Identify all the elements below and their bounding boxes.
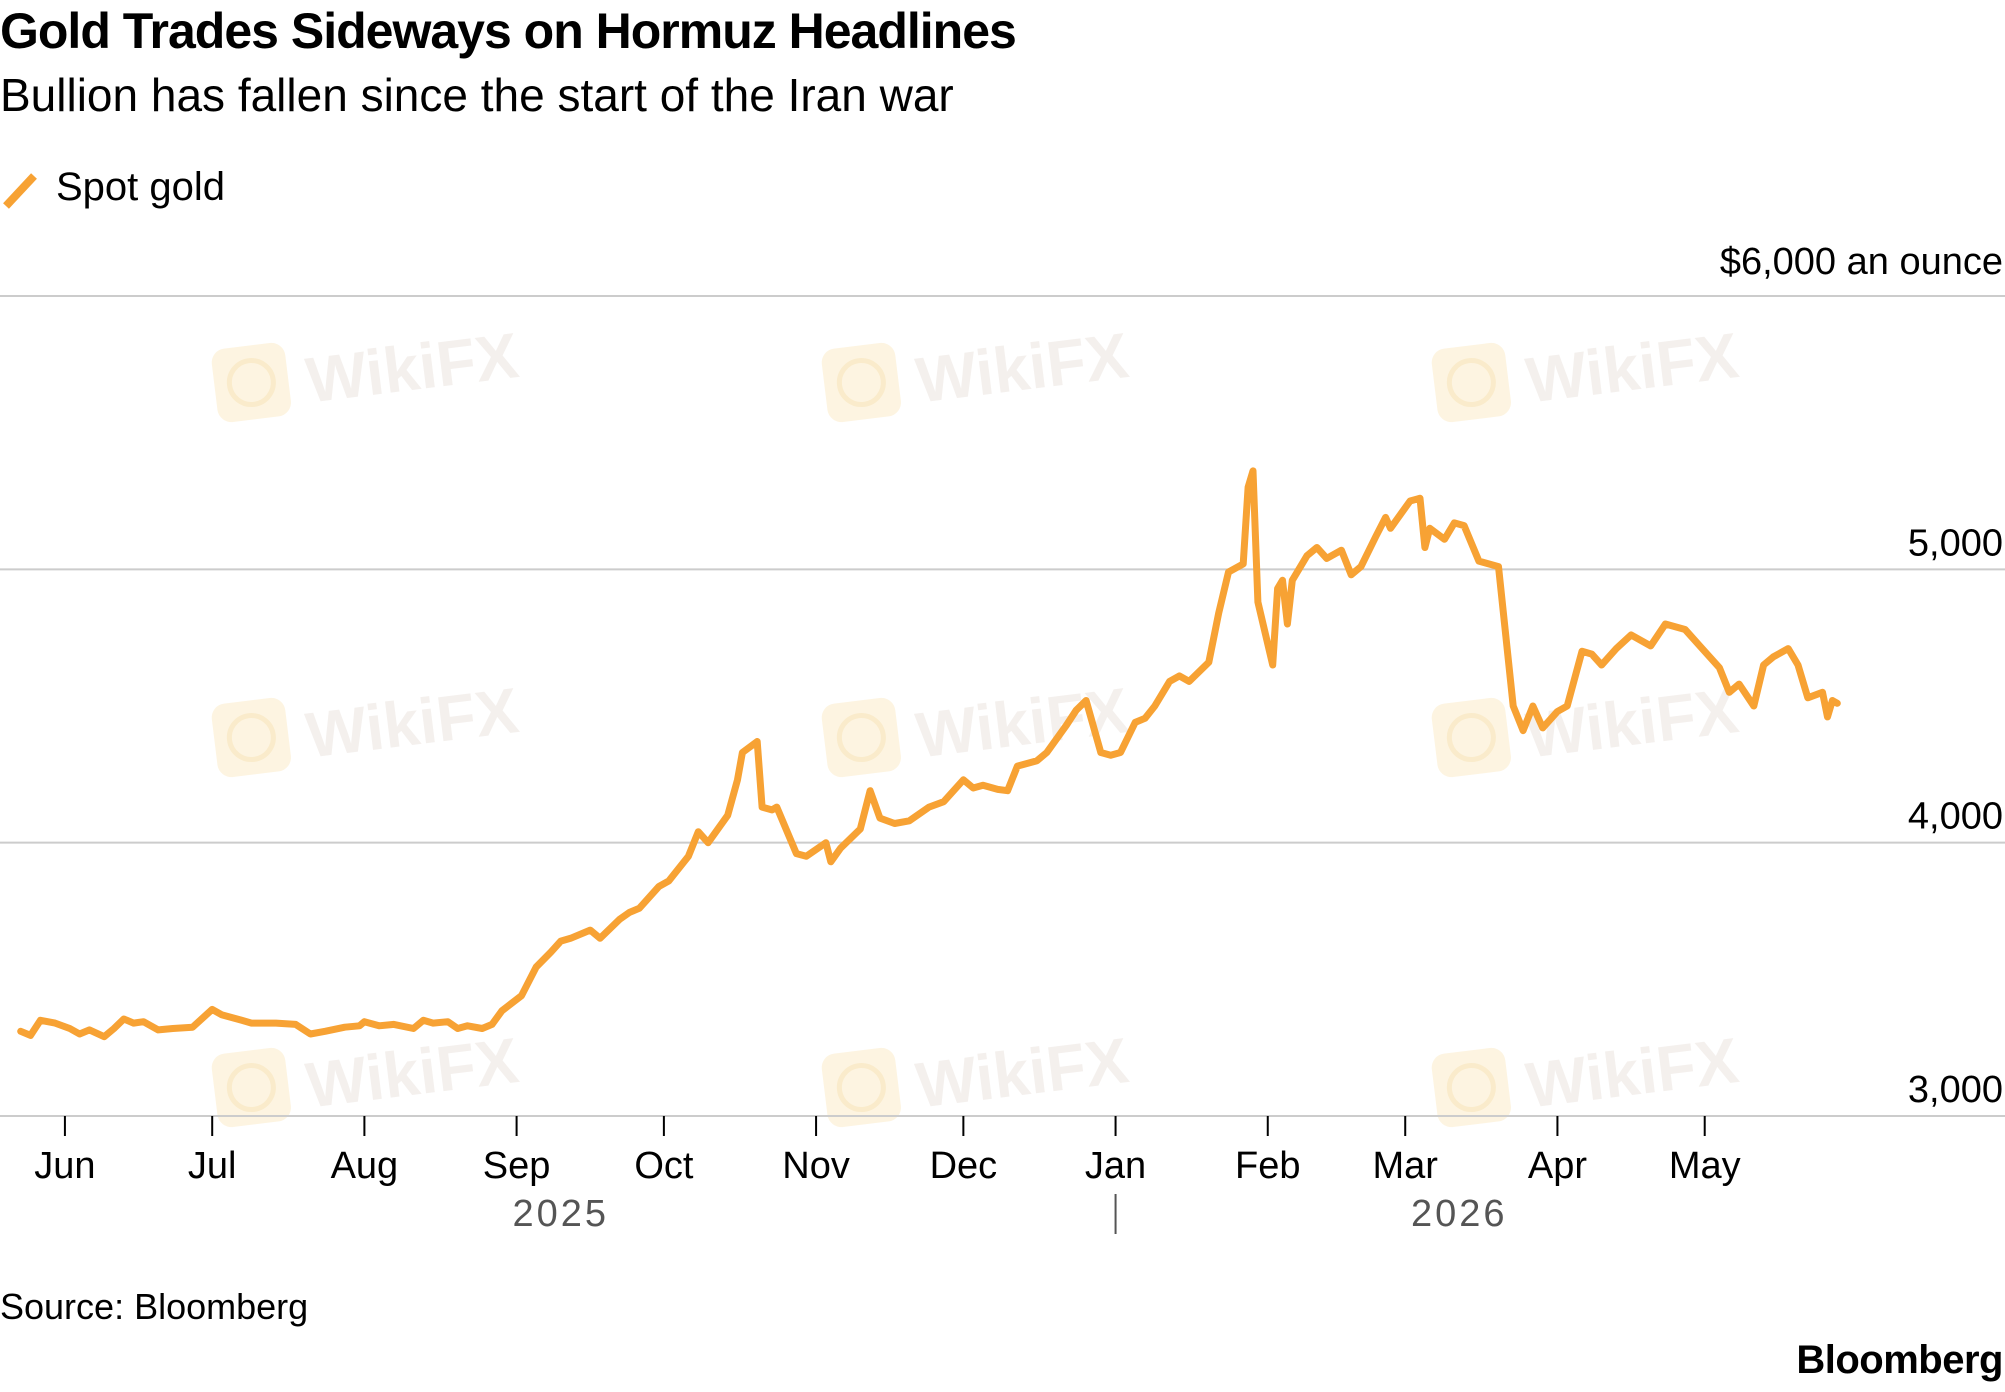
chart-title: Gold Trades Sideways on Hormuz Headlines [0,3,1017,59]
watermark-text: WikiFX [912,1024,1132,1121]
watermark-mark: WikiFX [211,319,522,423]
watermark-logo-ring [836,713,886,763]
year-label: 2026 [1411,1193,1508,1235]
watermark-layer: WikiFX WikiFX WikiFX WikiFX WikiFX WikiFX Wiki… [211,319,1742,1128]
line-chart: WikiFX WikiFX WikiFX WikiFX WikiFX WikiFX Wiki… [0,241,2005,1235]
chart-subtitle: Bullion has fallen since the start of th… [0,69,954,121]
x-tick-label: Feb [1235,1145,1300,1187]
watermark-mark: WikiFX [211,674,522,778]
watermark-logo-ring [1446,358,1496,408]
x-tick-label: Mar [1373,1145,1439,1187]
watermark-logo-icon [1431,1047,1511,1128]
watermark-logo-icon [211,1047,291,1128]
x-tick-label: Jul [188,1145,237,1187]
watermark-logo-ring [226,713,276,763]
watermark-text: WikiFX [912,319,1132,416]
source-note: Source: Bloomberg [0,1286,309,1327]
watermark-logo-ring [1446,713,1496,763]
x-tick-label: Jan [1085,1145,1146,1187]
watermark-text: WikiFX [912,674,1132,771]
watermark-logo-icon [821,342,901,423]
watermark-text: WikiFX [302,674,522,771]
watermark-mark: WikiFX [821,319,1132,423]
watermark-mark: WikiFX [1431,674,1742,778]
legend: Spot gold [0,162,225,212]
watermark-logo-ring [836,1063,886,1113]
watermark-text: WikiFX [1522,674,1742,771]
watermark-logo-icon [1431,697,1511,778]
x-tick-label: Sep [483,1145,551,1187]
y-tick-label: 4,000 [1908,796,2003,838]
watermark-text: WikiFX [302,1024,522,1121]
watermark-text: WikiFX [1522,319,1742,416]
watermark-mark: WikiFX [821,674,1132,778]
watermark-logo-ring [836,358,886,408]
legend-label: Spot gold [56,164,226,209]
x-tick-label: Nov [782,1145,850,1187]
x-tick-label: Apr [1528,1145,1587,1187]
watermark-mark: WikiFX [1431,319,1742,423]
watermark-logo-icon [821,697,901,778]
x-tick-label: Oct [634,1145,694,1187]
watermark-logo-ring [226,358,276,408]
x-tick-label: Dec [930,1145,998,1187]
series-line-spot-gold [17,467,1841,1041]
watermark-logo-icon [211,697,291,778]
brand-logo: Bloomberg [1796,1338,2003,1382]
legend-swatch-icon [3,173,37,209]
watermark-logo-icon [821,1047,901,1128]
year-label: 2025 [513,1193,610,1235]
x-tick-label: Jun [34,1145,95,1187]
watermark-logo-icon [1431,342,1511,423]
x-tick-label: Aug [331,1145,399,1187]
watermark-logo-ring [226,1063,276,1113]
watermark-text: WikiFX [302,319,522,416]
x-tick-label: May [1669,1145,1741,1187]
watermark-logo-icon [211,342,291,423]
y-tick-label: 3,000 [1908,1069,2003,1111]
watermark-logo-ring [1446,1063,1496,1113]
y-axis-unit-label: $6,000 an ounce [1720,241,2003,283]
y-tick-label: 5,000 [1908,522,2003,564]
watermark-text: WikiFX [1522,1024,1742,1121]
